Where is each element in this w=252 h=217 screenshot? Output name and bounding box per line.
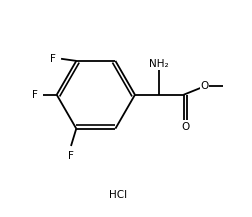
Text: HCl: HCl xyxy=(109,190,127,200)
Text: O: O xyxy=(200,81,208,91)
Text: O: O xyxy=(180,122,189,132)
Text: NH₂: NH₂ xyxy=(149,59,168,69)
Text: F: F xyxy=(32,90,38,100)
Text: F: F xyxy=(50,54,56,64)
Text: F: F xyxy=(68,151,74,161)
